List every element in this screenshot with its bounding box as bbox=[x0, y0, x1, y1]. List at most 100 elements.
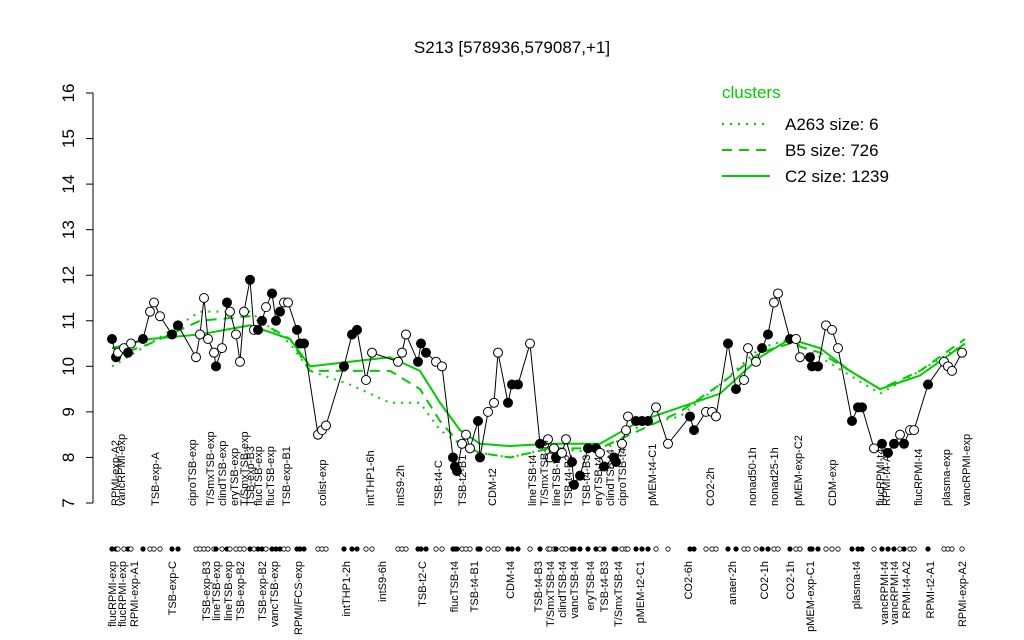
sample-label: vancTSB-t4 bbox=[569, 561, 581, 618]
strip-dot bbox=[495, 546, 501, 552]
strip-dot bbox=[665, 546, 671, 552]
y-tick-label: 7 bbox=[59, 498, 78, 507]
sample-point bbox=[689, 425, 699, 436]
sample-label: pMEM-t2-C1 bbox=[635, 561, 647, 623]
legend-label: A263 size: 6 bbox=[785, 115, 879, 134]
sample-point bbox=[461, 429, 471, 440]
sample-point bbox=[805, 352, 815, 363]
sample-point bbox=[126, 338, 136, 349]
sample-label: TSB-t4-B3 bbox=[581, 455, 593, 506]
sample-label: intS9-2h bbox=[395, 465, 407, 506]
sample-point bbox=[493, 347, 503, 358]
sample-label: TSB-t4-B2 bbox=[563, 455, 575, 506]
sample-point bbox=[663, 438, 673, 449]
sample-point bbox=[401, 329, 411, 340]
sample-point bbox=[167, 329, 177, 340]
sample-point bbox=[299, 338, 309, 349]
strip-dot bbox=[601, 546, 607, 552]
sample-point bbox=[155, 311, 165, 322]
sample-point bbox=[267, 288, 277, 299]
sample-point bbox=[195, 329, 205, 340]
strip-dot bbox=[815, 546, 821, 552]
sample-point bbox=[239, 306, 249, 317]
sample-point bbox=[549, 443, 559, 454]
sample-label: clindTSB-t4 bbox=[557, 561, 569, 618]
sample-label: intS9-6h bbox=[377, 561, 389, 602]
sample-label: pMEM-exp-C2 bbox=[793, 435, 805, 506]
strip-dot bbox=[959, 546, 965, 552]
sample-point bbox=[222, 297, 232, 308]
y-tick-label: 12 bbox=[59, 266, 78, 285]
sample-label: eryTSB-t4 bbox=[593, 456, 605, 506]
sample-label: pMEM-t4-C1 bbox=[647, 444, 659, 506]
sample-label: clindTSB-t4 bbox=[605, 449, 617, 506]
sample-label: vancRPMI-t4 bbox=[889, 561, 901, 625]
sample-label: flucRPMI-exp bbox=[107, 561, 119, 627]
sample-point bbox=[643, 416, 653, 426]
sample-point bbox=[883, 447, 893, 458]
y-tick-label: 16 bbox=[59, 84, 78, 103]
sample-point bbox=[257, 315, 267, 326]
strip-dot bbox=[175, 546, 181, 552]
sample-point bbox=[827, 324, 837, 335]
sample-point bbox=[149, 297, 159, 308]
sample-point bbox=[465, 443, 475, 454]
strip-dot bbox=[301, 546, 307, 552]
sample-label: CDM-exp bbox=[827, 460, 839, 506]
strip-dot bbox=[703, 546, 709, 552]
strip-dot bbox=[633, 546, 639, 552]
sample-label: CO2-1h bbox=[759, 561, 771, 600]
strip-dot bbox=[911, 546, 917, 552]
strip-dot bbox=[537, 546, 543, 552]
sample-point bbox=[473, 416, 483, 426]
sample-point bbox=[847, 416, 857, 426]
strip-dot bbox=[527, 546, 533, 552]
sample-point bbox=[895, 429, 905, 440]
sample-point bbox=[833, 343, 843, 354]
sample-point bbox=[416, 338, 426, 349]
strip-dot bbox=[879, 546, 885, 552]
sample-point bbox=[869, 443, 879, 454]
y-tick-label: 9 bbox=[59, 407, 78, 416]
sample-point bbox=[611, 457, 621, 467]
strip-dot bbox=[753, 546, 759, 552]
sample-label: RPMI/FCS-exp bbox=[293, 561, 305, 635]
sample-point bbox=[231, 329, 241, 340]
sample-point bbox=[138, 334, 148, 344]
strip-dot bbox=[691, 546, 697, 552]
strip-dot bbox=[585, 546, 591, 552]
sample-label: flucTSB-t4 bbox=[449, 561, 461, 612]
sample-point bbox=[723, 338, 733, 349]
strip-dot bbox=[577, 546, 583, 552]
sample-label: TSB-t4-C bbox=[433, 460, 445, 506]
sample-point bbox=[909, 425, 919, 436]
strip-dot bbox=[477, 546, 483, 552]
strip-dot bbox=[369, 546, 375, 552]
sample-label: T/SmxTSB-exp bbox=[205, 431, 217, 506]
sample-point bbox=[271, 315, 281, 326]
sample-point bbox=[107, 334, 117, 344]
sample-label: anaer-2h bbox=[727, 561, 739, 605]
strip-dot bbox=[765, 546, 771, 552]
strip-dot bbox=[227, 546, 233, 552]
sample-point bbox=[209, 347, 219, 358]
sample-point bbox=[947, 365, 957, 376]
sample-point bbox=[339, 361, 349, 372]
sample-label: vancRPMI-exp bbox=[961, 434, 973, 506]
sample-label: colist-exp bbox=[317, 460, 329, 506]
sample-point bbox=[173, 320, 183, 331]
sample-label: TSB-t4-B3 bbox=[599, 561, 611, 612]
sample-label: TSB-exp-B1 bbox=[281, 446, 293, 506]
legend-title: clusters bbox=[722, 83, 781, 102]
sample-point bbox=[773, 288, 783, 299]
sample-label: T/SmxTSB-exp bbox=[239, 431, 251, 506]
sample-label: TSB-exp-C bbox=[167, 561, 179, 615]
sample-label: plasma-t4 bbox=[851, 561, 863, 609]
strip-dot bbox=[571, 546, 577, 552]
strip-dot bbox=[241, 546, 247, 552]
sample-point bbox=[513, 379, 523, 390]
sample-label: CO2-6h bbox=[683, 561, 695, 600]
sample-point bbox=[361, 375, 371, 385]
sample-label: lineTSB-exp bbox=[223, 561, 235, 621]
sample-point bbox=[595, 447, 605, 458]
